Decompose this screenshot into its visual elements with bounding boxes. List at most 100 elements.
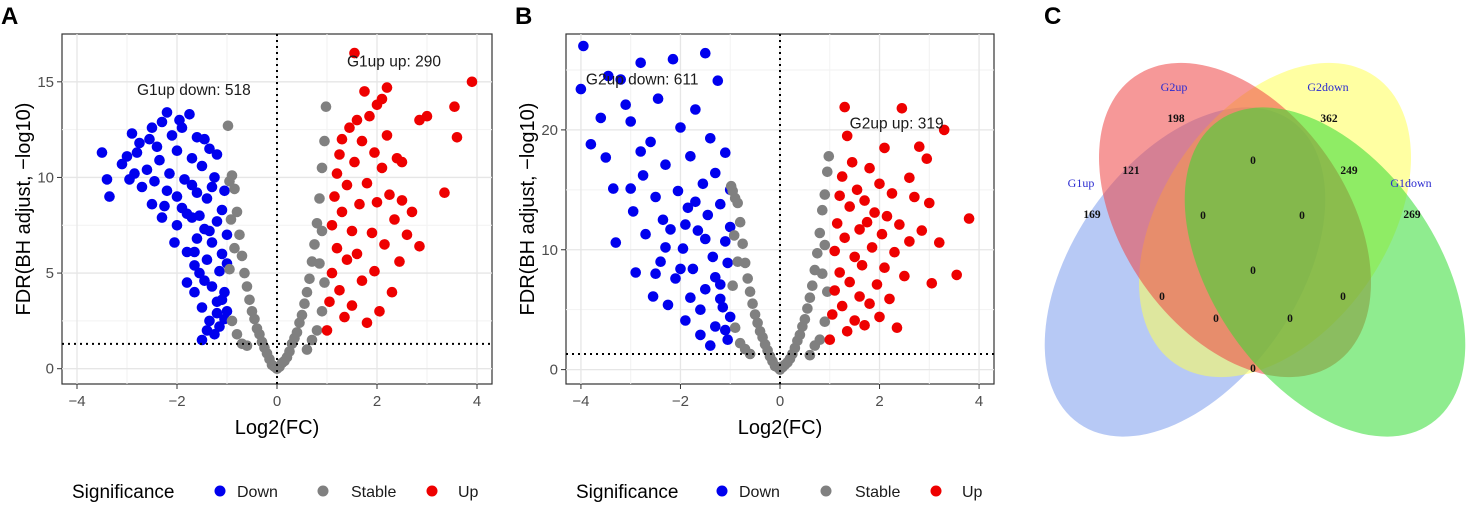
plot-b-point-down — [724, 221, 736, 233]
plot-b-point-down — [595, 112, 607, 124]
plot-b-series-down — [575, 40, 736, 351]
plot-a-point-up — [339, 311, 350, 323]
plot-a-point-up — [349, 47, 360, 59]
plot-b-point-up — [874, 178, 885, 190]
plot-b-point-stable — [823, 151, 835, 162]
plot-a-point-stable — [231, 329, 243, 340]
volcano-plot-a: −4 −2 0 2 4 0 5 10 15 G1up down: 518 G1up up: 29… — [13, 33, 493, 439]
plot-b-point-up — [896, 103, 908, 114]
plot-a-point-up — [384, 189, 395, 200]
legend-a-swatch-stable — [317, 485, 329, 497]
plot-b-point-stable — [734, 216, 746, 228]
plot-a-point-up — [361, 177, 373, 189]
legend-a: Significance Down Stable Up — [72, 482, 479, 503]
plot-a-ticks: −4 −2 0 2 4 0 5 10 15 — [37, 74, 481, 410]
plot-b-point-up — [876, 228, 888, 240]
venn-label-g1up: G1up — [1068, 176, 1095, 190]
legend-b-title: Significance — [576, 482, 678, 503]
plot-a-point-down — [171, 220, 183, 231]
plot-b-point-stable — [728, 230, 740, 241]
plot-a-point-down — [144, 133, 155, 145]
plot-a-point-down — [141, 164, 153, 176]
plot-b-point-down — [630, 267, 641, 278]
plot-b-tick-label-x: −2 — [672, 393, 689, 410]
plot-b-point-up — [899, 270, 910, 282]
legend-b-label-up: Up — [962, 484, 983, 501]
plot-b-point-stable — [729, 322, 741, 334]
plot-a-point-up — [354, 198, 365, 210]
plot-a-point-up — [366, 227, 378, 239]
plot-b-point-down — [680, 219, 691, 230]
plot-a-point-stable — [309, 239, 320, 250]
plot-b-point-stable — [817, 268, 828, 280]
plot-a-point-down — [189, 246, 200, 258]
plot-b-point-up — [921, 153, 933, 164]
plot-b-point-down — [660, 242, 671, 253]
legend-b-label-stable: Stable — [855, 484, 900, 501]
plot-b-point-stable — [794, 329, 806, 341]
plot-b-point-stable — [752, 317, 763, 329]
plot-a-point-stable — [299, 298, 310, 310]
venn-label-g2down: G2down — [1307, 80, 1348, 94]
plot-a-point-up — [346, 300, 358, 311]
plot-b-point-up — [874, 311, 885, 323]
legend-a-label-up: Up — [458, 484, 479, 501]
plot-b-point-down — [710, 167, 721, 179]
plot-b-point-down — [722, 334, 733, 346]
plot-a-point-up — [321, 325, 333, 336]
plot-a-tick-label-x: 2 — [373, 393, 381, 410]
plot-a-point-down — [206, 281, 218, 292]
plot-a-point-up — [371, 197, 383, 208]
plot-b-point-down — [680, 315, 691, 326]
plot-a-annotation-up: G1up up: 290 — [347, 54, 441, 71]
plot-a-point-down — [159, 200, 170, 212]
plot-b-point-down — [695, 329, 706, 341]
plot-a-point-down — [204, 315, 215, 327]
plot-a-point-up — [451, 132, 463, 143]
plot-a-point-down — [194, 210, 205, 221]
plot-a-point-up — [439, 187, 450, 198]
plot-b-point-down — [662, 299, 674, 311]
plot-b-point-up — [894, 219, 905, 230]
plot-a-point-stable — [319, 277, 330, 288]
plot-b-point-down — [625, 116, 636, 127]
plot-b-point-stable — [749, 309, 761, 320]
venn-count-g1up-g2down-g1down: 0 — [1213, 313, 1219, 325]
plot-a-point-up — [324, 296, 335, 308]
panel-letter-a: A — [1, 3, 18, 30]
plot-b-series-stable — [725, 151, 835, 375]
plot-b-point-up — [914, 141, 925, 152]
plot-b-point-up — [916, 225, 928, 236]
plot-b-point-up — [854, 291, 865, 302]
plot-a-point-down — [146, 122, 158, 133]
plot-b-point-stable — [817, 204, 828, 216]
plot-b-point-down — [608, 183, 619, 194]
venn-ellipse-g1down — [1184, 107, 1466, 437]
plot-a-point-down — [134, 137, 145, 149]
panel-letter-b: B — [515, 3, 532, 30]
venn-label-g2up: G2up — [1161, 80, 1188, 94]
plot-b-point-down — [695, 304, 706, 316]
venn-label-g1down: G1down — [1390, 176, 1431, 190]
plot-b-point-up — [849, 251, 860, 263]
plot-b-point-down — [650, 268, 661, 280]
plot-b-point-up — [829, 285, 840, 296]
plot-b-point-down — [692, 225, 704, 236]
plot-a-point-stable — [316, 225, 328, 237]
plot-a-xlabel: Log2(FC) — [235, 417, 319, 439]
plot-b-point-up — [951, 269, 962, 281]
plot-a-point-down — [214, 321, 225, 332]
plot-b-point-up — [924, 197, 935, 209]
venn-count-g1up-g1down: 0 — [1250, 363, 1256, 375]
plot-a-point-stable — [224, 263, 235, 275]
plot-b-tick-label-x: 4 — [975, 393, 983, 410]
plot-b-point-down — [667, 53, 679, 65]
plot-a-point-stable — [224, 176, 235, 187]
plot-b-point-down — [645, 136, 656, 148]
plot-a-annotation-down: G1up down: 518 — [137, 82, 251, 99]
plot-b-point-down — [585, 139, 597, 150]
plot-a-point-down — [184, 109, 195, 120]
plot-a-point-down — [179, 174, 190, 185]
plot-b-point-down — [635, 146, 646, 157]
legend-b-swatch-up — [930, 485, 942, 497]
